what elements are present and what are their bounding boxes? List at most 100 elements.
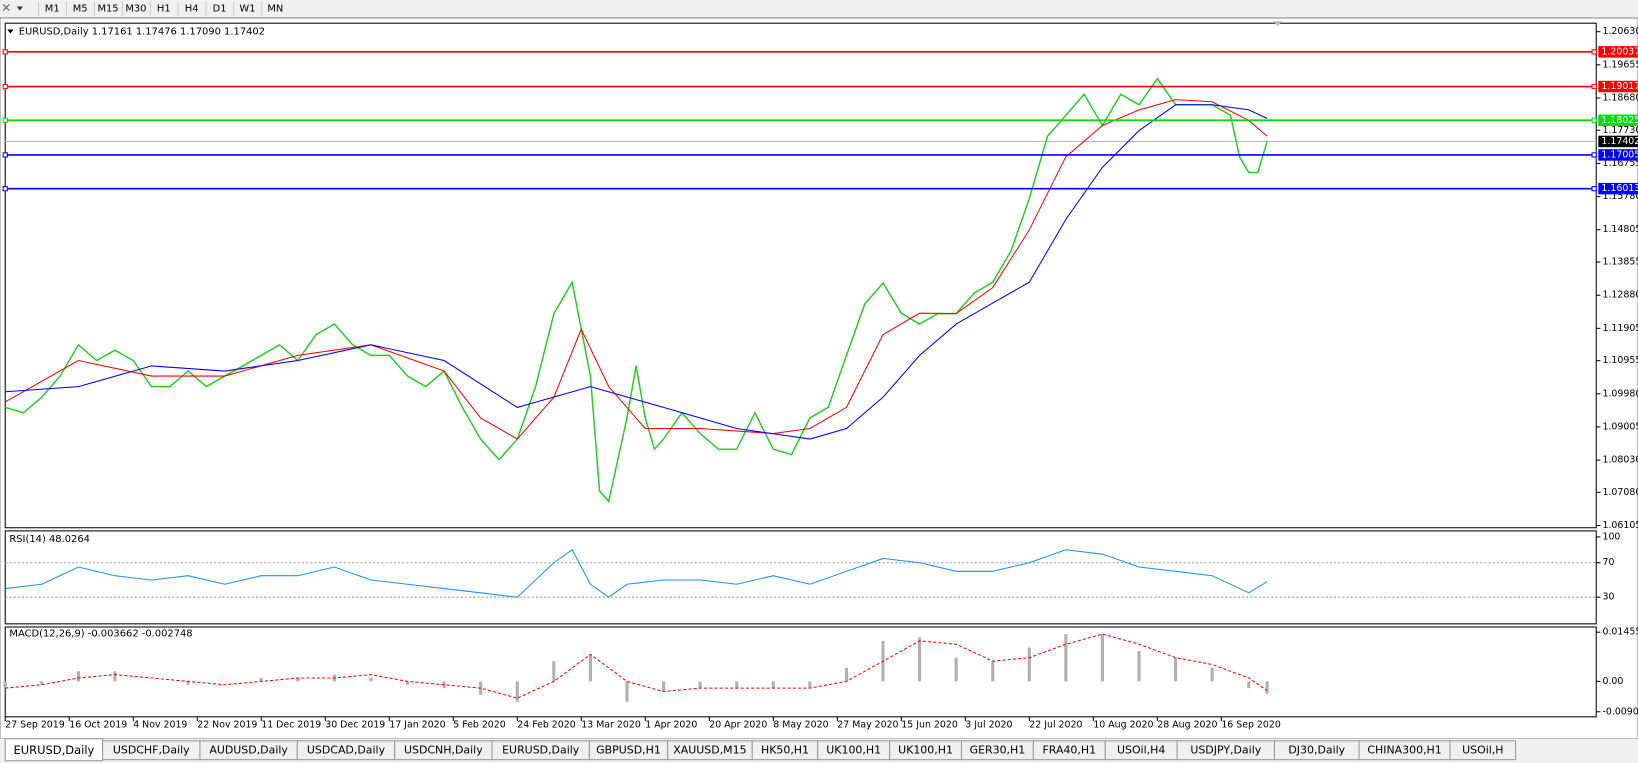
- y-tick-label: 0.00: [1602, 676, 1623, 687]
- macd-bar: [515, 681, 519, 702]
- x-tick-label: 1 Apr 2020: [645, 720, 697, 731]
- macd-bar: [259, 677, 263, 682]
- macd-bar: [113, 671, 117, 682]
- x-tick-label: 17 Jan 2020: [389, 720, 445, 731]
- macd-bar: [369, 677, 373, 682]
- y-tick-label: 30: [1602, 592, 1614, 603]
- timeframe-button[interactable]: W1: [239, 4, 255, 15]
- macd-bar: [405, 681, 410, 685]
- bid-price-label: 1.17402: [1601, 136, 1638, 147]
- macd-bar: [808, 681, 812, 689]
- macd-bar: [1027, 647, 1031, 682]
- timeframe-button[interactable]: M5: [73, 4, 88, 15]
- x-tick-label: 20 Apr 2020: [709, 720, 767, 731]
- level-price-label: 1.18025: [1601, 115, 1638, 126]
- tab-label: UK100,H1: [898, 743, 953, 756]
- y-tick-label: 1.13855: [1602, 257, 1638, 268]
- x-tick-label: 27 Sep 2019: [5, 720, 65, 731]
- main-panel: [4, 22, 1597, 529]
- level-price-box: [1598, 114, 1638, 127]
- tab-label: GBPUSD,H1: [596, 743, 661, 756]
- macd-bar: [661, 681, 666, 692]
- level-anchor[interactable]: [2, 152, 8, 158]
- y-tick-label: 0.014556: [1602, 627, 1638, 638]
- tab[interactable]: [1449, 740, 1517, 761]
- y-tick-label: 1.15780: [1602, 191, 1638, 202]
- y-tick-label: 1.11905: [1602, 323, 1638, 334]
- macd-bar: [954, 657, 958, 682]
- x-tick-label: 16 Oct 2019: [69, 720, 127, 731]
- macd-bar: [698, 681, 702, 689]
- tab-label: USDJPY,Daily: [1190, 743, 1261, 756]
- tab-label: USDCNH,Daily: [404, 743, 483, 756]
- x-tick-label: 22 Jul 2020: [1029, 720, 1082, 731]
- level-anchor[interactable]: [1591, 152, 1597, 158]
- toolbar-icon: [2, 4, 10, 12]
- y-tick-label: 1.16755: [1602, 158, 1638, 169]
- level-anchor[interactable]: [1591, 186, 1597, 192]
- tab-label: USDCHF,Daily: [113, 743, 190, 756]
- series-line: [5, 77, 1268, 504]
- y-tick-label: 1.10955: [1602, 355, 1638, 366]
- tab-label: UK100,H1: [826, 743, 881, 756]
- timeframe-button[interactable]: MN: [267, 4, 283, 15]
- main-header: EURUSD,Daily 1.17161 1.17476 1.17090 1.1…: [19, 27, 265, 38]
- x-tick-label: 4 Nov 2019: [133, 720, 187, 731]
- timeframe-button[interactable]: M1: [45, 4, 60, 15]
- y-tick-label: -0.00900: [1602, 706, 1638, 717]
- macd-bar: [771, 681, 775, 689]
- level-anchor[interactable]: [2, 83, 8, 90]
- y-tick-label: 1.17730: [1602, 125, 1638, 136]
- macd-bar: [40, 681, 44, 685]
- x-tick-label: 3 Jul 2020: [965, 720, 1012, 731]
- tab-label: CHINA300,H1: [1367, 743, 1441, 756]
- timeframe-button[interactable]: M30: [125, 4, 146, 15]
- y-tick-label: 1.07080: [1602, 487, 1638, 498]
- level-price-box: [1598, 80, 1638, 93]
- macd-bar: [844, 667, 849, 682]
- macd-header: MACD(12,26,9) -0.003662 -0.002748: [9, 628, 192, 639]
- toolbar-dropdown[interactable]: [16, 6, 23, 11]
- macd-bar: [186, 681, 190, 685]
- timeframe-button[interactable]: D1: [213, 4, 227, 15]
- y-tick-label: 1.06105: [1602, 520, 1638, 531]
- rsi-panel: [4, 530, 1597, 625]
- timeframe-button[interactable]: H1: [157, 4, 171, 15]
- tab-label: USOil,H: [1462, 743, 1503, 756]
- y-tick-label: 1.09005: [1602, 421, 1638, 432]
- rsi-header: RSI(14) 48.0264: [9, 534, 90, 545]
- timeframe-button[interactable]: H4: [185, 4, 199, 15]
- x-tick-label: 11 Dec 2019: [261, 720, 321, 731]
- tab-label: GER30,H1: [970, 743, 1026, 756]
- timeframe-button[interactable]: M15: [97, 4, 118, 15]
- macd-bar: [3, 681, 7, 689]
- macd-bar: [1100, 634, 1105, 682]
- macd-bar: [552, 661, 556, 682]
- macd-bar: [918, 637, 922, 682]
- macd-bar: [735, 681, 739, 689]
- level-price-label: 1.17005: [1601, 149, 1638, 160]
- level-anchor[interactable]: [2, 49, 8, 55]
- macd-panel: [4, 626, 1597, 718]
- level-anchor[interactable]: [1591, 49, 1597, 55]
- level-price-label: 1.16013: [1601, 183, 1638, 194]
- x-tick-label: 15 Jun 2020: [901, 720, 958, 731]
- level-anchor[interactable]: [1591, 83, 1597, 90]
- level-anchor[interactable]: [2, 186, 8, 192]
- y-tick-label: 1.18680: [1602, 92, 1638, 103]
- y-tick-label: 100: [1602, 531, 1620, 542]
- y-tick-label: 1.20630: [1602, 26, 1638, 37]
- level-anchor[interactable]: [2, 117, 8, 123]
- macd-bar: [296, 677, 300, 682]
- shift-marker: [1273, 21, 1282, 27]
- tab-label: FRA40,H1: [1042, 743, 1096, 756]
- x-tick-label: 8 May 2020: [773, 720, 828, 731]
- level-anchor[interactable]: [1591, 117, 1597, 123]
- x-tick-label: 16 Sep 2020: [1221, 720, 1281, 731]
- level-price-label: 1.20037: [1601, 46, 1638, 57]
- symbol-menu[interactable]: [7, 29, 14, 34]
- macd-bar: [1174, 657, 1178, 682]
- x-tick-label: 24 Feb 2020: [517, 720, 575, 731]
